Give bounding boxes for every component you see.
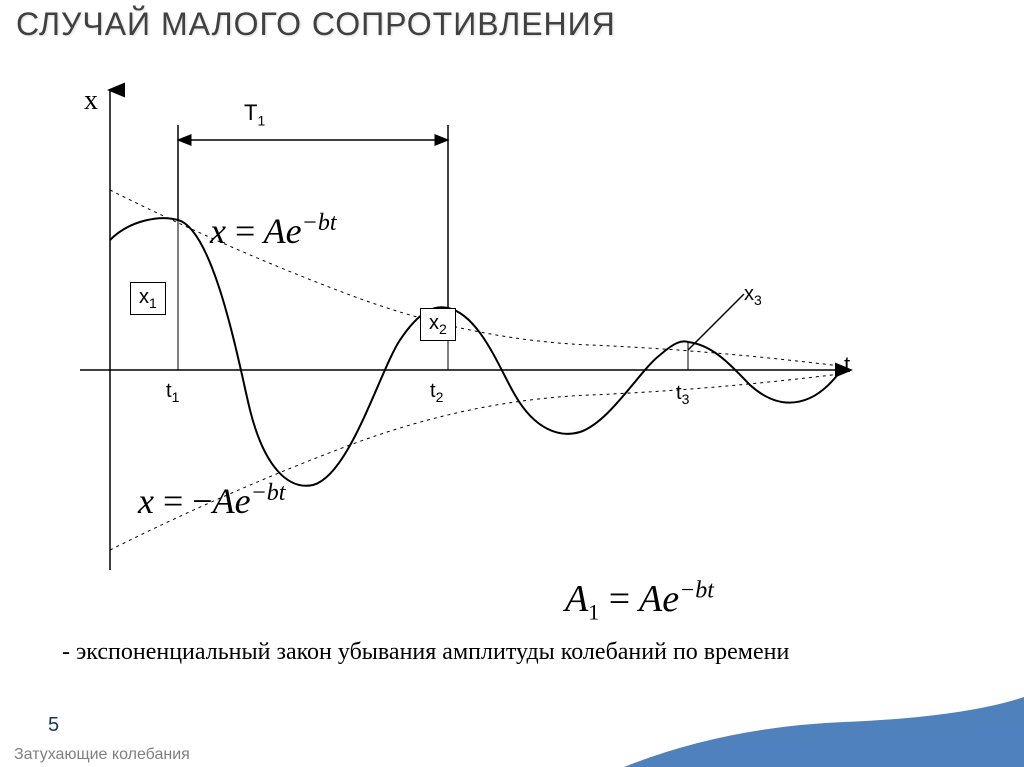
amplitude-label-x2: x2 — [420, 308, 456, 341]
amplitude-label-x1: x1 — [130, 282, 166, 315]
equation-envelope-lower: x = −Ae−bt — [138, 480, 285, 522]
caption-text: - экспоненциальный закон убывания амплит… — [62, 636, 962, 668]
time-label-t2: t2 — [430, 380, 443, 405]
slide-title: СЛУЧАЙ МАЛОГО СОПРОТИВЛЕНИЯ — [16, 6, 616, 43]
damped-curve — [110, 218, 840, 486]
accent-decoration — [624, 697, 1024, 767]
footer-text: Затухающие колебания — [14, 746, 190, 764]
time-label-t3: t3 — [676, 382, 689, 407]
time-label-t1: t1 — [166, 380, 179, 405]
amplitude-label-x3: x3 — [744, 283, 762, 308]
equation-amplitude: A1 = Ae−bt — [565, 577, 714, 626]
slide-number: 5 — [48, 714, 59, 737]
x3-pointer — [688, 294, 744, 350]
equation-envelope-upper: x = Ae−bt — [210, 210, 337, 252]
envelope-lower — [110, 374, 840, 550]
